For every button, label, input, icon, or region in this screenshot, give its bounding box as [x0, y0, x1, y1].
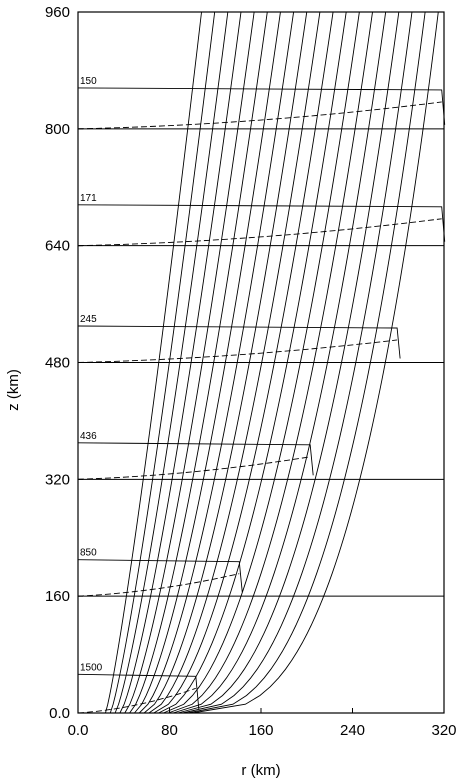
profile-dashed-line: [77, 218, 442, 247]
profile-dashed-line: [77, 339, 398, 363]
y-tick-label: 160: [45, 588, 70, 605]
profile-line: [77, 442, 314, 476]
profile-line: [77, 673, 200, 710]
x-tick-label: 80: [161, 722, 178, 739]
field-line: [105, 11, 202, 714]
field-line: [153, 11, 334, 714]
field-line: [187, 11, 426, 714]
field-line: [119, 11, 242, 714]
x-tick-label: 240: [340, 722, 365, 739]
field-line: [129, 11, 268, 714]
y-axis-label: z (km): [5, 369, 22, 411]
y-tick-label: 800: [45, 121, 70, 138]
profile-line: [77, 325, 401, 359]
profile-line: [77, 559, 243, 593]
x-tick-label: 320: [431, 722, 456, 739]
field-line: [134, 11, 281, 714]
field-line: [163, 11, 360, 714]
horizontal-lines: [78, 128, 444, 597]
y-tick-label: 960: [45, 4, 70, 21]
y-tick-label: 640: [45, 238, 70, 255]
field-line: [143, 11, 308, 714]
field-line: [168, 11, 373, 714]
profile-line: [77, 87, 446, 125]
field-line: [172, 11, 387, 714]
profile-label: 171: [80, 193, 97, 204]
y-tick-label: 480: [45, 355, 70, 372]
field-lines: [105, 11, 439, 714]
profile-dashed-line: [77, 456, 311, 480]
field-line: [158, 11, 347, 714]
profile-label: 150: [80, 76, 97, 87]
x-tick-label: 0.0: [68, 722, 89, 739]
profiles: 1500 850 436 245 171 150: [77, 76, 446, 714]
x-axis-ticks: 0.0 80 160 240 320: [68, 708, 457, 739]
y-axis-ticks: 0.0 160 320 480 640 800 960: [45, 4, 83, 722]
field-line: [192, 11, 439, 714]
x-tick-label: 160: [248, 722, 273, 739]
profile-dashed-line: [77, 101, 442, 130]
y-tick-label: 320: [45, 471, 70, 488]
field-line: [148, 11, 321, 714]
field-line: [114, 11, 229, 714]
field-line: [182, 11, 413, 714]
x-axis-label: r (km): [241, 762, 280, 779]
profile-label: 245: [80, 314, 97, 325]
profile-label: 1500: [80, 662, 103, 673]
field-line: [138, 11, 295, 714]
profile-label: 436: [80, 431, 97, 442]
field-line: [124, 11, 255, 714]
field-line: [109, 11, 216, 714]
field-line: [177, 11, 400, 714]
profile-dashed-line: [77, 573, 240, 597]
profile-label: 850: [80, 548, 97, 559]
y-tick-label: 0.0: [49, 705, 70, 722]
profile-dashed-line: [77, 687, 196, 714]
